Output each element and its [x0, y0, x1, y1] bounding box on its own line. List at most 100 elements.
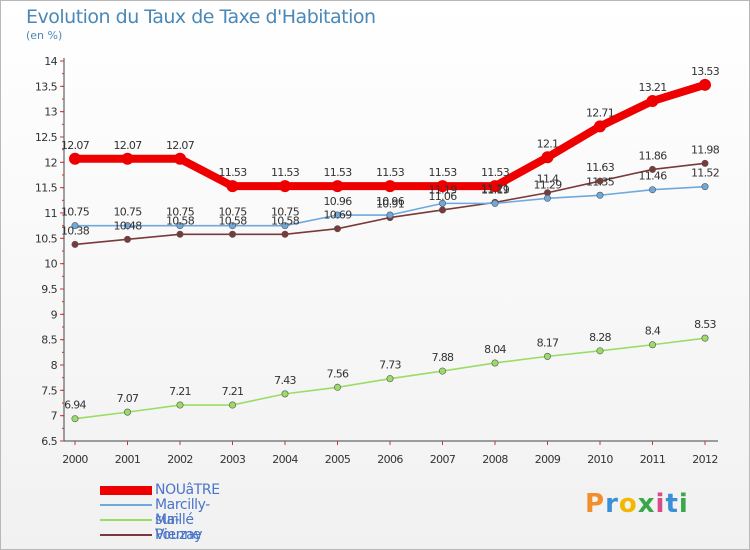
- data-point: [281, 230, 289, 238]
- y-tick-label: 12.5: [35, 131, 58, 144]
- data-label: 10.75: [271, 206, 300, 219]
- data-point: [124, 408, 132, 416]
- logo-letter: o: [618, 489, 638, 519]
- data-label: 10.75: [219, 206, 248, 219]
- data-label: 10.58: [219, 214, 248, 227]
- proxiti-logo: Proxiti: [585, 489, 689, 519]
- x-tick-label: 2005: [325, 453, 351, 466]
- data-label: 7.88: [432, 351, 454, 364]
- x-tick-label: 2011: [640, 453, 666, 466]
- y-tick-label: 10.5: [35, 232, 58, 245]
- data-label: 7.56: [327, 367, 349, 380]
- data-point: [124, 235, 132, 243]
- data-label: 11.52: [691, 167, 719, 180]
- legend-swatch: [100, 486, 152, 495]
- data-point: [174, 152, 186, 165]
- data-point: [648, 165, 656, 173]
- data-label: 7.21: [169, 385, 191, 398]
- y-tick-label: 8.5: [41, 334, 57, 347]
- legend-label: Marcilly-sur-Vienne: [155, 497, 210, 543]
- data-point: [648, 341, 656, 349]
- data-label: 11.63: [586, 161, 615, 174]
- data-point: [386, 211, 394, 219]
- logo-letter: t: [665, 489, 679, 519]
- data-label: 12.07: [166, 139, 195, 152]
- data-point: [229, 222, 237, 230]
- x-tick-label: 2002: [167, 453, 193, 466]
- data-label: 12.71: [586, 106, 614, 119]
- data-label: 10.48: [114, 219, 143, 232]
- data-label: 8.28: [589, 331, 611, 344]
- data-label: 11.53: [481, 166, 510, 179]
- data-point: [331, 180, 344, 193]
- y-tick-label: 11.5: [35, 182, 58, 195]
- data-label: 8.04: [484, 343, 506, 356]
- data-label: 11.29: [534, 178, 563, 191]
- data-label: 8.4: [645, 325, 661, 338]
- data-label: 11.19: [481, 183, 510, 196]
- data-point: [438, 206, 446, 214]
- data-point: [333, 383, 341, 391]
- x-tick-label: 2000: [62, 453, 88, 466]
- data-label: 7.07: [117, 392, 139, 405]
- data-point: [333, 211, 341, 219]
- logo-letter: i: [678, 489, 689, 519]
- data-point: [176, 401, 184, 409]
- y-tick-label: 10: [44, 258, 57, 271]
- data-label: 11.19: [429, 183, 458, 196]
- data-point: [438, 199, 446, 207]
- x-tick-label: 2008: [482, 453, 508, 466]
- data-label: 10.75: [114, 206, 143, 219]
- data-label: 10.58: [271, 214, 300, 227]
- logo-letter: x: [637, 489, 656, 519]
- data-point: [386, 375, 394, 383]
- data-label: 10.58: [166, 214, 195, 227]
- data-point: [491, 359, 499, 367]
- data-label: 11.21: [481, 182, 509, 195]
- x-tick-label: 2006: [377, 453, 403, 466]
- y-tick-label: 12: [44, 156, 57, 169]
- data-label: 11.06: [429, 190, 458, 203]
- x-tick-label: 2004: [272, 453, 298, 466]
- data-point: [281, 222, 289, 230]
- data-label: 11.86: [639, 149, 668, 162]
- data-point: [648, 186, 656, 194]
- y-tick-label: 11: [44, 207, 57, 220]
- data-label: 13.21: [639, 81, 667, 94]
- data-label: 8.53: [694, 318, 716, 331]
- data-point: [646, 95, 659, 108]
- x-tick-label: 2003: [220, 453, 246, 466]
- logo-letter: i: [655, 489, 666, 519]
- data-point: [69, 152, 81, 165]
- data-point: [176, 222, 184, 230]
- data-point: [701, 159, 709, 167]
- data-point: [71, 222, 79, 230]
- y-tick-label: 13.5: [35, 80, 58, 93]
- data-label: 10.96: [324, 195, 353, 208]
- data-label: 10.69: [324, 209, 353, 222]
- legend-label: Maillé: [155, 512, 194, 528]
- data-point: [176, 230, 184, 238]
- data-label: 11.53: [219, 166, 248, 179]
- x-tick-label: 2009: [535, 453, 561, 466]
- y-tick-label: 6.5: [41, 435, 57, 448]
- data-point: [594, 120, 606, 133]
- logo-letter: P: [585, 489, 606, 519]
- data-point: [124, 222, 132, 230]
- x-tick-label: 2010: [587, 453, 613, 466]
- data-point: [333, 225, 341, 233]
- data-label: 11.53: [324, 166, 353, 179]
- logo-letter: r: [605, 489, 619, 519]
- data-label: 12.07: [61, 139, 90, 152]
- y-tick-label: 14: [44, 55, 57, 68]
- x-tick-label: 2007: [430, 453, 456, 466]
- data-label: 13.53: [691, 65, 720, 78]
- data-label: 7.43: [274, 374, 296, 387]
- data-point: [229, 230, 237, 238]
- legend-swatch: [100, 504, 152, 506]
- chart-title: Evolution du Taux de Taxe d'Habitation: [26, 6, 376, 28]
- y-tick-label: 13: [44, 106, 57, 119]
- data-label: 10.38: [61, 224, 90, 237]
- data-point: [596, 347, 604, 355]
